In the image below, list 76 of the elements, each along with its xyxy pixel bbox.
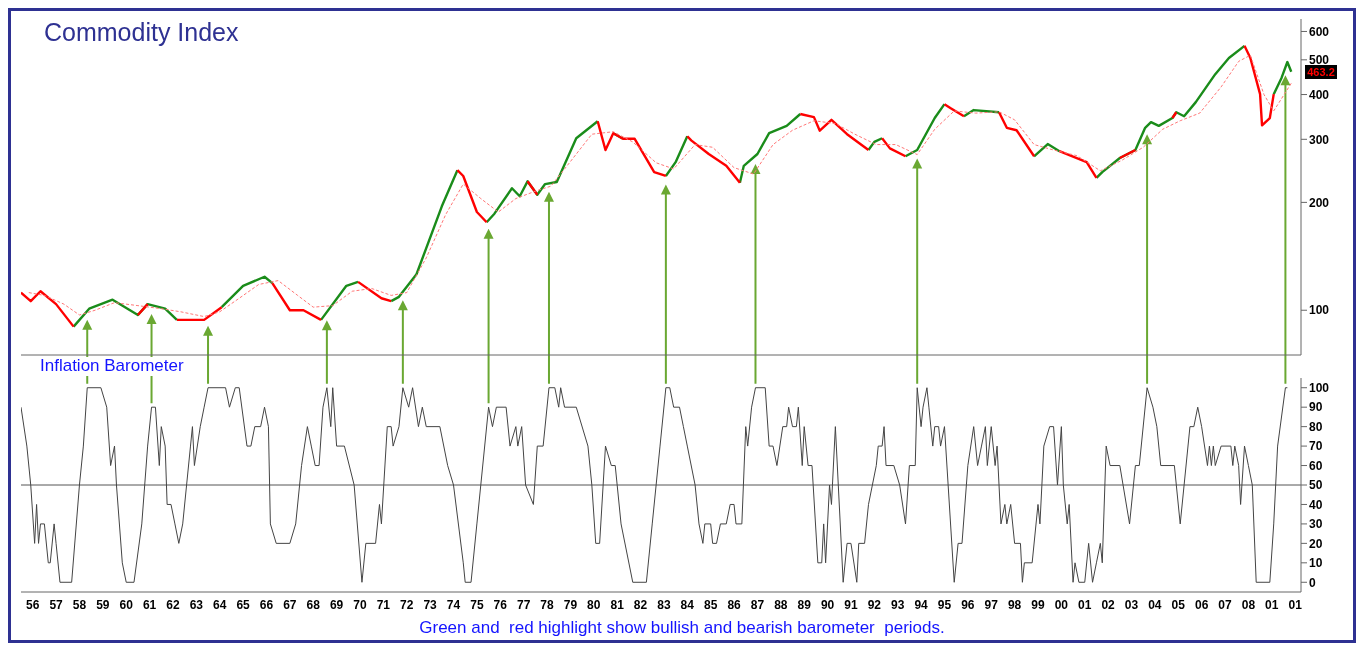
- x-tick-label: 90: [820, 597, 835, 612]
- y-tick-label: 70: [1309, 439, 1323, 454]
- x-tick-label: 02: [1101, 597, 1116, 612]
- x-tick-label: 79: [563, 597, 578, 612]
- x-tick-label: 01: [1288, 597, 1303, 612]
- y-tick-label: 600: [1309, 24, 1330, 39]
- x-tick-label: 99: [1031, 597, 1045, 612]
- x-tick-label: 69: [329, 597, 344, 612]
- x-tick-label: 65: [236, 597, 251, 612]
- y-tick-label: 400: [1309, 87, 1330, 102]
- x-tick-label: 59: [96, 597, 110, 612]
- x-tick-label: 08: [1241, 597, 1256, 612]
- x-tick-label: 89: [797, 597, 812, 612]
- x-tick-label: 58: [72, 597, 87, 612]
- x-tick-label: 87: [750, 597, 765, 612]
- x-tick-label: 03: [1124, 597, 1139, 612]
- x-tick-label: 00: [1054, 597, 1069, 612]
- y-tick-label: 50: [1309, 478, 1323, 493]
- chart-title: Inflation Barometer: [37, 356, 187, 376]
- x-tick-label: 81: [610, 597, 625, 612]
- x-tick-label: 82: [633, 597, 648, 612]
- y-tick-label: 200: [1309, 195, 1330, 210]
- y-tick-label: 100: [1309, 380, 1330, 395]
- x-tick-label: 01: [1078, 597, 1092, 612]
- x-tick-label: 57: [49, 597, 64, 612]
- y-tick-label: 20: [1309, 536, 1323, 551]
- x-tick-label: 96: [961, 597, 975, 612]
- x-tick-label: 66: [259, 597, 274, 612]
- x-tick-label: 94: [914, 597, 929, 612]
- x-tick-label: 73: [423, 597, 438, 612]
- x-tick-label: 98: [1007, 597, 1022, 612]
- x-tick-label: 71: [376, 597, 391, 612]
- x-tick-label: 93: [891, 597, 905, 612]
- x-tick-label: 84: [680, 597, 695, 612]
- x-tick-label: 60: [119, 597, 134, 612]
- annotation: 463.2: [1305, 64, 1337, 79]
- y-tick-label: 100: [1309, 303, 1330, 318]
- x-tick-label: 68: [306, 597, 321, 612]
- y-tick-label: 10: [1309, 556, 1323, 571]
- text: Green and red highlight show bullish and bearish barometer periods.: [418, 618, 946, 639]
- y-tick-label: 300: [1309, 132, 1330, 147]
- x-tick-label: 74: [446, 597, 461, 612]
- y-tick-label: 0: [1309, 575, 1316, 590]
- x-tick-label: 78: [540, 597, 555, 612]
- x-tick-label: 91: [844, 597, 858, 612]
- y-tick-label: 40: [1309, 497, 1323, 512]
- x-tick-label: 05: [1171, 597, 1186, 612]
- x-tick-label: 04: [1148, 597, 1162, 612]
- x-tick-label: 75: [470, 597, 484, 612]
- x-tick-label: 92: [867, 597, 882, 612]
- x-tick-label: 07: [1218, 597, 1233, 612]
- x-tick-label: 88: [774, 597, 788, 612]
- x-tick-label: 95: [937, 597, 952, 612]
- y-tick-label: 60: [1309, 458, 1323, 473]
- x-tick-label: 06: [1194, 597, 1209, 612]
- x-tick-label: 80: [587, 597, 601, 612]
- x-tick-label: 01: [1265, 597, 1279, 612]
- x-tick-label: 64: [213, 597, 227, 612]
- x-tick-label: 97: [984, 597, 999, 612]
- x-tick-label: 86: [727, 597, 742, 612]
- y-tick-label: 80: [1309, 419, 1323, 434]
- x-tick-label: 85: [704, 597, 718, 612]
- x-tick-label: 56: [26, 597, 40, 612]
- x-tick-label: 67: [283, 597, 297, 612]
- x-tick-label: 83: [657, 597, 671, 612]
- y-tick-label: 30: [1309, 517, 1323, 532]
- x-tick-label: 61: [142, 597, 157, 612]
- chart-title: Commodity Index: [41, 18, 242, 47]
- x-tick-label: 62: [166, 597, 180, 612]
- x-tick-label: 77: [516, 597, 531, 612]
- x-tick-label: 72: [400, 597, 414, 612]
- line-series: [21, 387, 1288, 583]
- y-tick-label: 90: [1309, 400, 1323, 415]
- x-tick-label: 63: [189, 597, 204, 612]
- x-tick-label: 70: [353, 597, 367, 612]
- x-tick-label: 76: [493, 597, 508, 612]
